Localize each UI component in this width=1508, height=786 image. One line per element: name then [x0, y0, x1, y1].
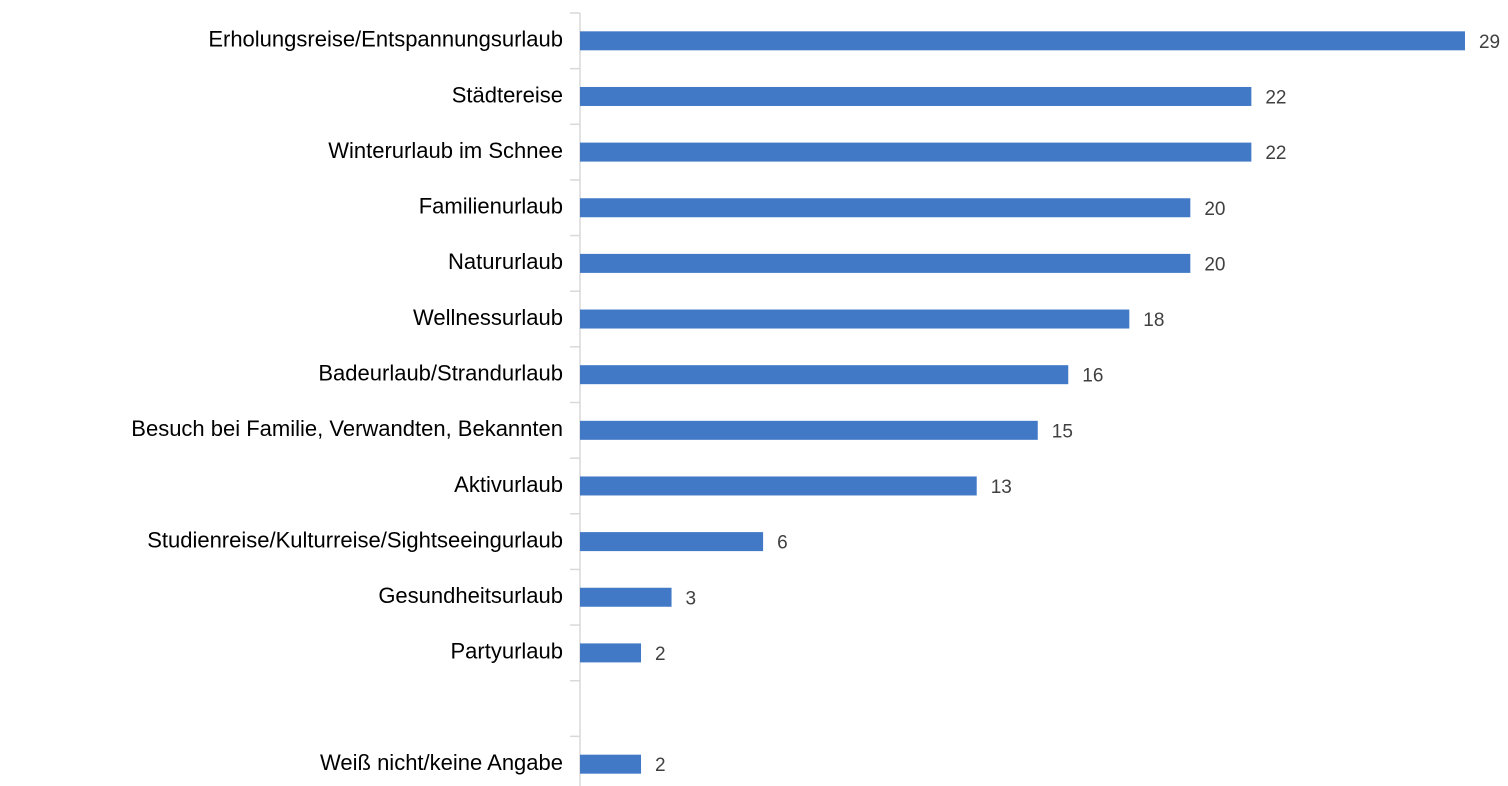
category-label: Besuch bei Familie, Verwandten, Bekannte…	[131, 416, 563, 441]
category-label: Studienreise/Kulturreise/Sightseeingurla…	[147, 527, 563, 552]
value-label: 22	[1265, 87, 1286, 108]
bar	[580, 253, 1191, 273]
value-label: 20	[1204, 199, 1225, 220]
value-label: 2	[655, 755, 666, 776]
bar	[580, 532, 764, 552]
category-label: Aktivurlaub	[454, 472, 563, 497]
bar	[580, 754, 642, 774]
bar	[580, 309, 1130, 329]
bar	[580, 587, 672, 607]
value-label: 6	[777, 533, 788, 554]
bar	[580, 420, 1038, 440]
bar	[580, 643, 642, 663]
bar	[580, 31, 1465, 51]
category-label: Familienurlaub	[419, 194, 563, 219]
value-label: 13	[991, 477, 1012, 498]
category-label: Partyurlaub	[450, 639, 563, 664]
value-label: 15	[1052, 421, 1073, 442]
category-label: Erholungsreise/Entspannungsurlaub	[208, 27, 563, 52]
category-label: Winterurlaub im Schnee	[328, 138, 563, 163]
bar	[580, 476, 977, 496]
value-label: 2	[655, 644, 666, 665]
value-label: 29	[1479, 32, 1500, 53]
value-label: 20	[1204, 254, 1225, 275]
category-label: Wellnessurlaub	[413, 305, 563, 330]
value-label: 3	[686, 588, 697, 609]
category-label: Natururlaub	[448, 249, 563, 274]
bar	[580, 86, 1252, 106]
value-label: 18	[1143, 310, 1164, 331]
category-label: Badeurlaub/Strandurlaub	[318, 360, 563, 385]
bar	[580, 142, 1252, 162]
value-label: 16	[1082, 366, 1103, 387]
bar	[580, 198, 1191, 218]
value-label: 22	[1265, 143, 1286, 164]
category-label: Städtereise	[452, 82, 563, 107]
category-label: Weiß nicht/keine Angabe	[320, 750, 563, 775]
bar	[580, 365, 1069, 385]
category-label: Gesundheitsurlaub	[378, 583, 563, 608]
